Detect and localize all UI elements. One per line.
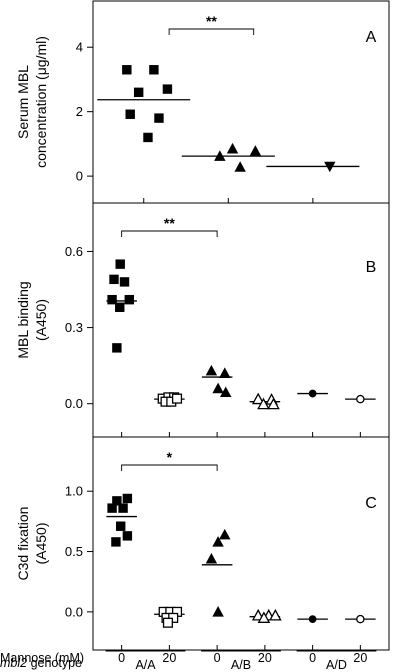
panel-a-data-point bbox=[149, 65, 159, 75]
panel-c-data-point bbox=[122, 531, 133, 541]
mannose-value-label: 0 bbox=[309, 651, 316, 665]
panel-b-data-point bbox=[171, 393, 183, 404]
panel-c-data-point bbox=[257, 611, 271, 623]
panel-c-y-axis-label-line: (A450) bbox=[33, 522, 49, 564]
panel-a-y-axis-label-line: Serum MBL bbox=[15, 65, 31, 139]
panel-a-significance-label: ** bbox=[206, 13, 217, 29]
panel-b-data-point bbox=[308, 389, 317, 398]
mannose-value-label: 0 bbox=[118, 651, 125, 665]
panel-c-significance-bracket bbox=[121, 464, 218, 471]
panel-a-data-point bbox=[143, 132, 153, 143]
panel-b-data-point bbox=[257, 397, 270, 410]
genotype-row-label-gene: mbl2 bbox=[0, 656, 27, 670]
panel-c-data-point bbox=[107, 503, 117, 513]
genotype-row-label: mbl2 genotype bbox=[0, 656, 82, 670]
panel-c-data-point bbox=[115, 521, 126, 531]
panel-c-significance-label: * bbox=[167, 449, 173, 465]
mannose-row-label: Mannose (mM) bbox=[0, 651, 84, 665]
panel-a-letter: A bbox=[366, 29, 377, 46]
mannose-value-label: 0 bbox=[214, 651, 221, 665]
panel-c-data-point bbox=[205, 552, 218, 564]
panel-a-frame bbox=[92, 0, 390, 204]
genotype-label: A/B bbox=[231, 658, 251, 672]
panel-b-y-axis-label: MBL binding (A450) bbox=[15, 281, 49, 358]
panel-a-data-point bbox=[234, 161, 246, 172]
panel-b-data-point bbox=[251, 392, 265, 405]
panel-b-data-point bbox=[267, 397, 280, 410]
panel-c-y-axis-label: C3d fixation (A450) bbox=[15, 507, 49, 581]
panel-c-data-point bbox=[122, 493, 133, 504]
panel-c-y-axis-label-line: C3d fixation bbox=[15, 507, 31, 581]
panel-c-y-tick-label: 1.0 bbox=[65, 484, 83, 499]
panel-a-data-point bbox=[133, 87, 144, 98]
panel-b-significance-bracket bbox=[121, 230, 218, 237]
panel-c-frame bbox=[92, 436, 390, 651]
panel-b-data-point bbox=[356, 394, 365, 404]
panel-b-frame bbox=[92, 202, 390, 438]
panel-a-data-point bbox=[162, 84, 173, 94]
panel-c-data-point bbox=[219, 528, 231, 540]
panel-b-data-point bbox=[219, 367, 231, 378]
panel-c-data-point bbox=[269, 608, 282, 621]
panel-b-letter: B bbox=[366, 259, 377, 276]
panel-c-y-tick-label: 0.0 bbox=[65, 604, 83, 619]
panel-b-y-tick-label: 0.6 bbox=[65, 244, 83, 259]
panel-a-data-point bbox=[125, 109, 135, 119]
panel-b-data-point bbox=[109, 274, 119, 285]
panel-b-y-axis-label-line: (A450) bbox=[33, 299, 49, 341]
panel-b-y-axis-label-line: MBL binding bbox=[15, 281, 31, 358]
panel-a-y-tick-label: 4 bbox=[76, 40, 83, 55]
genotype-label: A/D bbox=[326, 658, 347, 672]
panel-b-data-point bbox=[107, 294, 117, 305]
panel-a-y-tick-label: 2 bbox=[76, 104, 83, 119]
panel-c-data-point bbox=[118, 503, 128, 513]
panel-c-data-point bbox=[111, 537, 121, 547]
panel-b-data-point bbox=[220, 386, 232, 398]
panel-c-data-point bbox=[308, 615, 317, 624]
panel-c-y-tick-label: 0.5 bbox=[65, 544, 83, 559]
panel-b-data-point bbox=[119, 277, 130, 287]
panel-a-data-point bbox=[214, 150, 226, 161]
panel-b-data-point bbox=[112, 343, 122, 353]
panel-b-y-tick-label: 0.0 bbox=[65, 396, 83, 411]
panel-c-data-point bbox=[212, 536, 224, 547]
panel-b-y-tick-label: 0.3 bbox=[65, 320, 83, 335]
panel-c-data-point bbox=[162, 617, 174, 628]
panel-b-significance-label: ** bbox=[164, 215, 175, 231]
panel-b-data-point bbox=[205, 364, 218, 376]
panel-c-data-point bbox=[112, 496, 122, 506]
panel-b-data-point bbox=[212, 382, 224, 394]
panel-a-data-point bbox=[324, 161, 336, 173]
panel-c-data-point bbox=[212, 606, 224, 617]
mannose-value-label: 20 bbox=[162, 651, 176, 665]
panel-a-y-axis-label: Serum MBL concentration (μg/ml) bbox=[15, 36, 49, 168]
panel-a-y-tick-label: 0 bbox=[76, 169, 83, 184]
panel-a-significance-bracket bbox=[168, 28, 255, 35]
mannose-value-label: 20 bbox=[258, 651, 272, 665]
panel-c-data-point bbox=[356, 614, 365, 624]
panel-a-data-point bbox=[122, 65, 132, 75]
panel-c-letter: C bbox=[365, 495, 377, 512]
panel-a-data-point bbox=[249, 145, 262, 156]
genotype-row-label-suffix: genotype bbox=[27, 656, 82, 670]
panel-a-data-point bbox=[154, 113, 164, 123]
mannose-value-label: 20 bbox=[353, 651, 367, 665]
panel-b-data-point bbox=[115, 302, 125, 312]
panel-b-data-point bbox=[124, 294, 134, 305]
panel-a-data-point bbox=[226, 142, 239, 154]
panel-a-y-axis-label-line: concentration (μg/ml) bbox=[33, 36, 49, 168]
panel-b-data-point bbox=[115, 259, 125, 269]
genotype-label: A/A bbox=[135, 658, 156, 672]
